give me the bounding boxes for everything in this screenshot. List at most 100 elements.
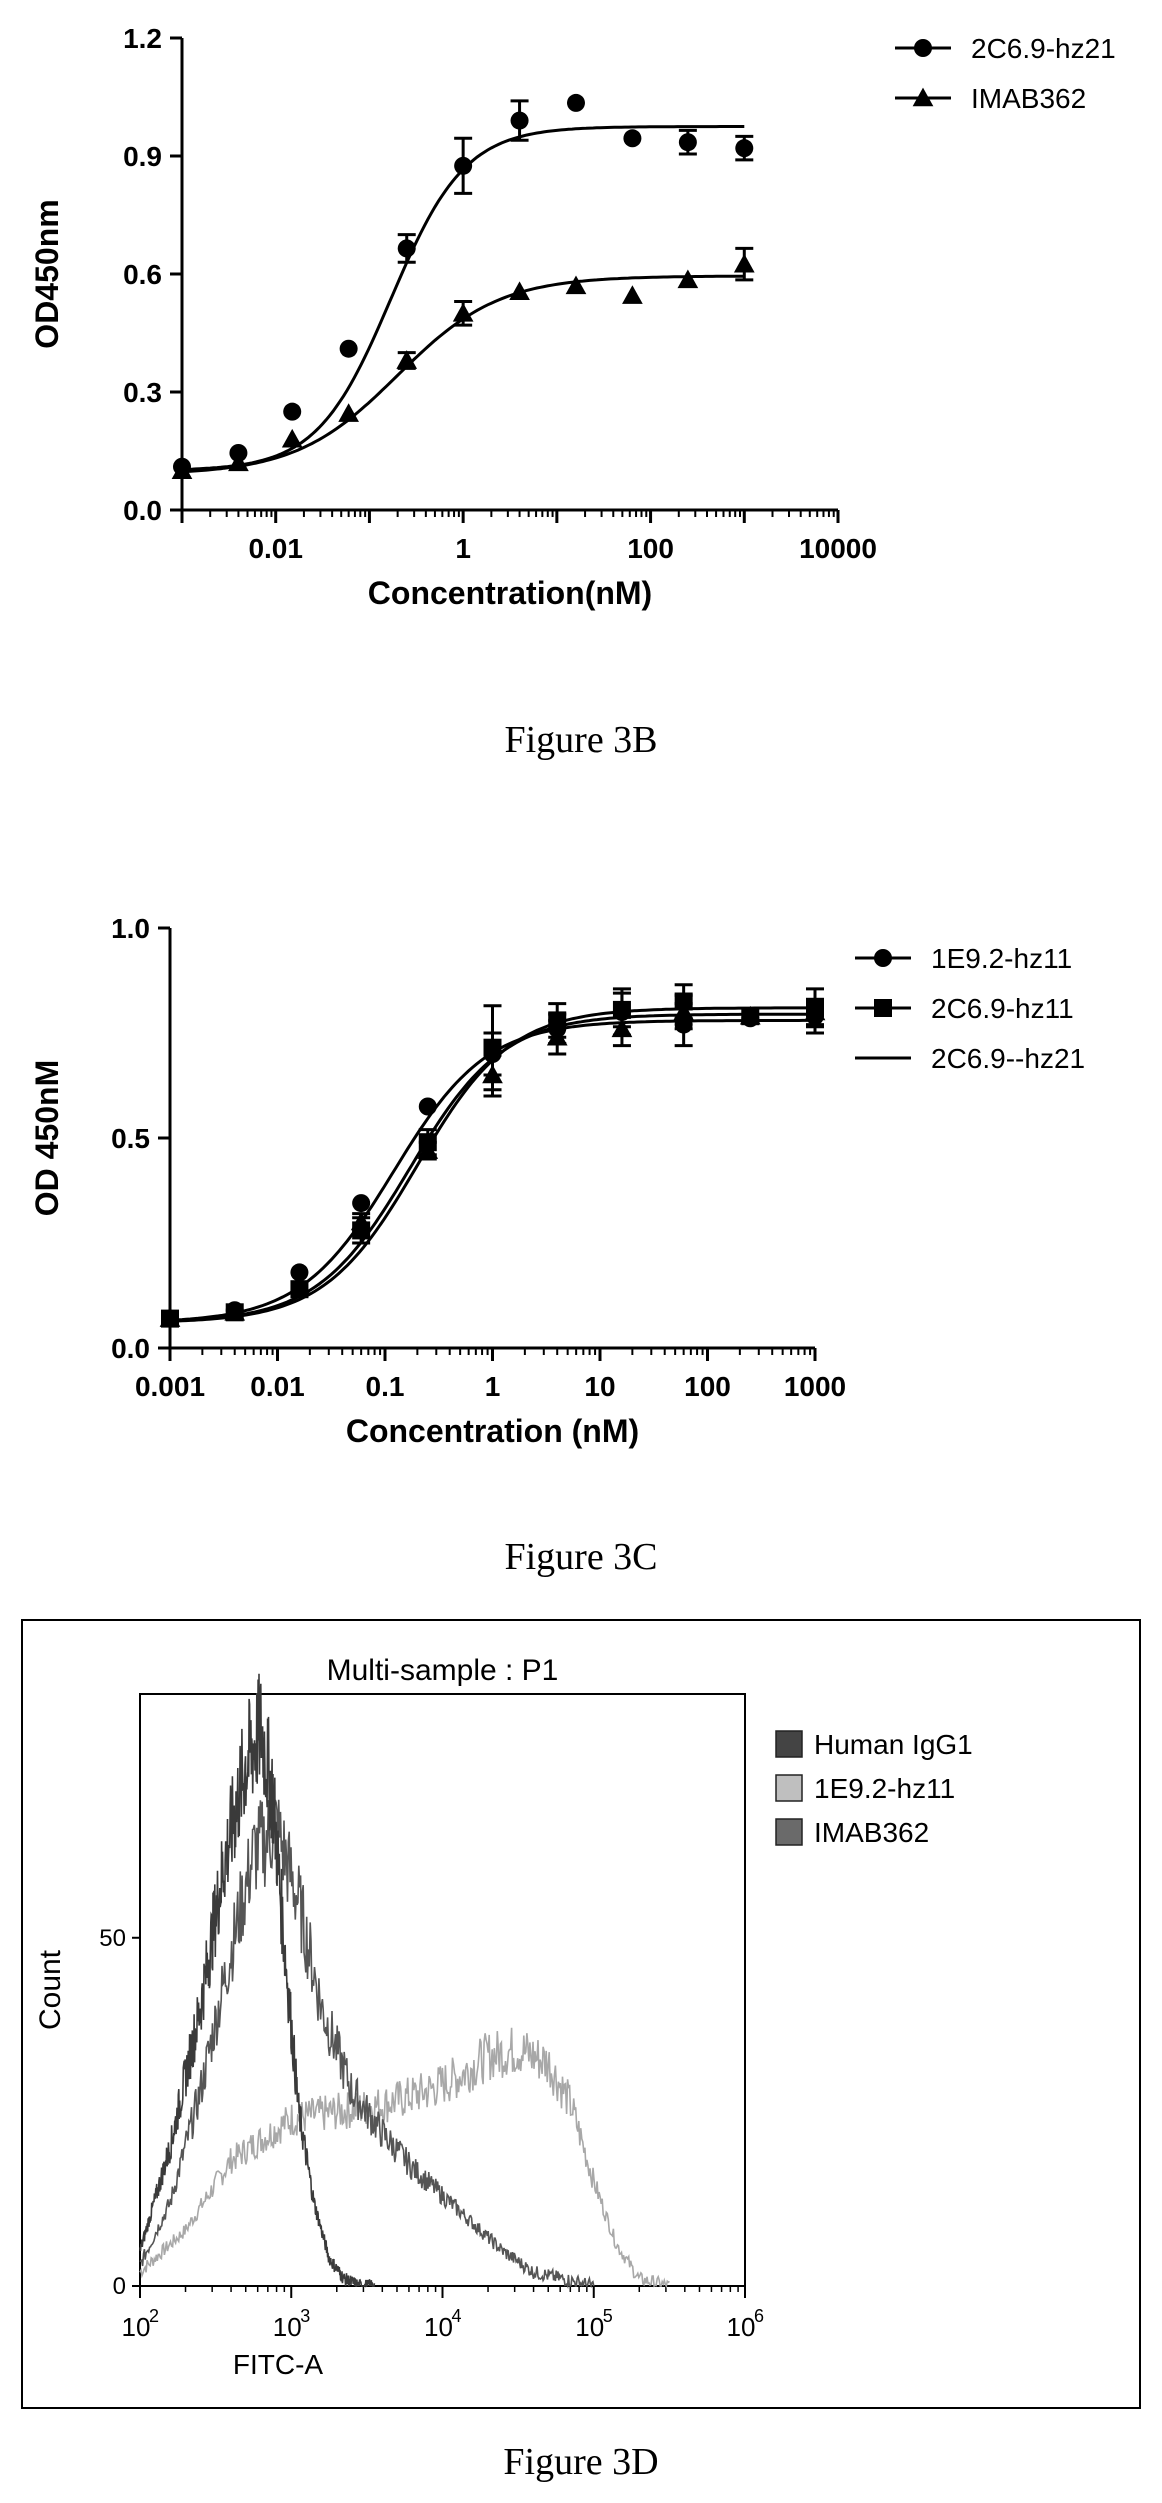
legend-swatch	[775, 1818, 803, 1846]
legend-label: Human IgG1	[814, 1729, 973, 1760]
data-point-2C6.9-hz21	[454, 156, 473, 175]
data-point-IMAB362	[565, 275, 587, 295]
x-tick-base: 10	[575, 2312, 604, 2342]
y-tick-label: 0.6	[123, 259, 162, 290]
data-point-1E9.2-hz11	[418, 1097, 437, 1116]
data-point-2C6.9--hz21	[224, 1301, 246, 1321]
x-tick-label: 100	[627, 533, 674, 564]
plot-title: Multi-sample : P1	[327, 1654, 559, 1687]
data-point-IMAB362	[677, 269, 699, 289]
y-tick-label: 0	[113, 2273, 126, 2300]
data-point-2C6.9-hz11	[612, 1000, 631, 1019]
data-point-IMAB362	[622, 285, 643, 304]
y-tick-label: 0.9	[123, 141, 162, 172]
histogram-Human IgG1	[139, 1673, 376, 2288]
x-tick-base: 10	[424, 2312, 453, 2342]
data-point-2C6.9-hz21	[735, 139, 754, 158]
y-axis-label: Count	[34, 1949, 67, 2030]
x-tick-label: 0.01	[250, 1371, 305, 1402]
y-tick-label: 50	[99, 1925, 126, 1952]
figure-3d: Multi-sample : P1 0 50 Count 10 2 10 3 10 4 10 5 10 6…	[0, 1610, 1162, 2420]
legend-label: 2C6.9-hz11	[931, 993, 1074, 1024]
x-tick-label: 102	[122, 2306, 159, 2342]
caption-3c: Figure 3C	[504, 1536, 658, 1578]
data-point-2C6.9-hz21	[339, 339, 358, 358]
data-point-2C6.9--hz21	[739, 1005, 761, 1025]
x-tick-base: 10	[727, 2312, 756, 2342]
data-point-IMAB362	[452, 302, 474, 322]
chart-3c: 0.0 0.5 1.0 0.001 0.01 0.1 1 10 100 1000 Concentra…	[29, 913, 1085, 1449]
x-axis-label: Concentration(nM)	[368, 575, 652, 611]
x-tick-exp: 6	[754, 2306, 764, 2326]
data-point-IMAB362	[171, 460, 193, 479]
data-point-IMAB362	[733, 253, 755, 273]
x-tick-base: 10	[273, 2312, 302, 2342]
x-tick-label: 1	[455, 533, 471, 564]
caption-3d: Figure 3D	[503, 2441, 659, 2483]
legend-marker	[874, 999, 892, 1017]
legend-marker	[874, 949, 892, 967]
data-point-2C6.9--hz21	[289, 1274, 310, 1294]
legend-label: 2C6.9--hz21	[931, 1043, 1085, 1074]
data-point-2C6.9--hz21	[611, 1018, 633, 1038]
data-point-2C6.9-hz11	[483, 1038, 502, 1057]
legend-label: 2C6.9-hz21	[971, 33, 1116, 64]
y-tick-label: 0.0	[111, 1333, 150, 1364]
x-tick-label: 103	[273, 2306, 310, 2342]
x-tick-label: 0.01	[248, 533, 303, 564]
data-point-2C6.9-hz21	[623, 129, 642, 148]
x-tick-base: 10	[122, 2312, 151, 2342]
data-point-2C6.9-hz21	[397, 239, 416, 258]
histogram-1E9.2-hz11	[139, 2027, 670, 2289]
data-point-IMAB362	[338, 403, 359, 422]
y-axis-label: OD 450nM	[29, 1060, 65, 1216]
data-point-2C6.9-hz21	[283, 402, 302, 421]
x-axis-label: FITC-A	[233, 2349, 324, 2380]
x-tick-label: 0.1	[366, 1371, 405, 1402]
legend-marker	[912, 87, 934, 107]
data-point-1E9.2-hz11	[290, 1263, 309, 1282]
data-point-2C6.9--hz21	[546, 1026, 568, 1046]
x-tick-exp: 2	[149, 2306, 159, 2326]
legend-label: 1E9.2-hz11	[931, 943, 1072, 974]
x-tick-label: 1000	[784, 1371, 846, 1402]
y-axis-label: OD450nm	[29, 199, 65, 348]
data-point-2C6.9--hz21	[159, 1308, 181, 1327]
x-tick-label: 106	[727, 2306, 764, 2342]
data-point-1E9.2-hz11	[352, 1194, 371, 1213]
x-tick-label: 10000	[799, 533, 877, 564]
y-tick-label: 0.5	[111, 1123, 150, 1154]
data-point-IMAB362	[396, 350, 418, 369]
y-tick-label: 0.0	[123, 495, 162, 526]
legend-swatch	[775, 1730, 803, 1758]
data-point-2C6.9-hz21	[566, 93, 585, 112]
data-point-2C6.9--hz21	[350, 1211, 372, 1231]
data-point-2C6.9--hz21	[482, 1064, 503, 1084]
x-tick-exp: 3	[300, 2306, 310, 2326]
legend-label: 1E9.2-hz11	[814, 1773, 955, 1804]
data-point-IMAB362	[281, 428, 303, 448]
data-point-2C6.9--hz21	[417, 1140, 439, 1159]
x-tick-label: 100	[684, 1371, 731, 1402]
caption-3b: Figure 3B	[504, 719, 658, 761]
x-tick-exp: 4	[451, 2306, 461, 2326]
data-point-2C6.9--hz21	[673, 1001, 695, 1021]
legend-label: IMAB362	[814, 1817, 929, 1848]
histogram-IMAB362	[139, 1799, 595, 2289]
y-tick-label: 1.2	[123, 23, 162, 54]
y-tick-label: 1.0	[111, 913, 150, 944]
x-tick-label: 1	[485, 1371, 501, 1402]
x-tick-label: 104	[424, 2306, 461, 2342]
legend-label: IMAB362	[971, 83, 1086, 114]
figure-3c: 0.0 0.5 1.0 0.001 0.01 0.1 1 10 100 1000 Concentra…	[0, 880, 1162, 1480]
figure-3b: 0.0 0.3 0.6 0.9 1.2 0.01 1 100 10000 Concentratio…	[0, 0, 1162, 660]
x-tick-label: 0.001	[135, 1371, 205, 1402]
data-point-2C6.9--hz21	[804, 1001, 826, 1021]
y-tick-label: 0.3	[123, 377, 162, 408]
legend-marker	[914, 39, 932, 57]
x-tick-label: 105	[575, 2306, 612, 2342]
x-tick-label: 10	[584, 1371, 615, 1402]
chart-3b: 0.0 0.3 0.6 0.9 1.2 0.01 1 100 10000 Concentratio…	[29, 23, 1116, 611]
data-point-IMAB362	[228, 452, 249, 472]
